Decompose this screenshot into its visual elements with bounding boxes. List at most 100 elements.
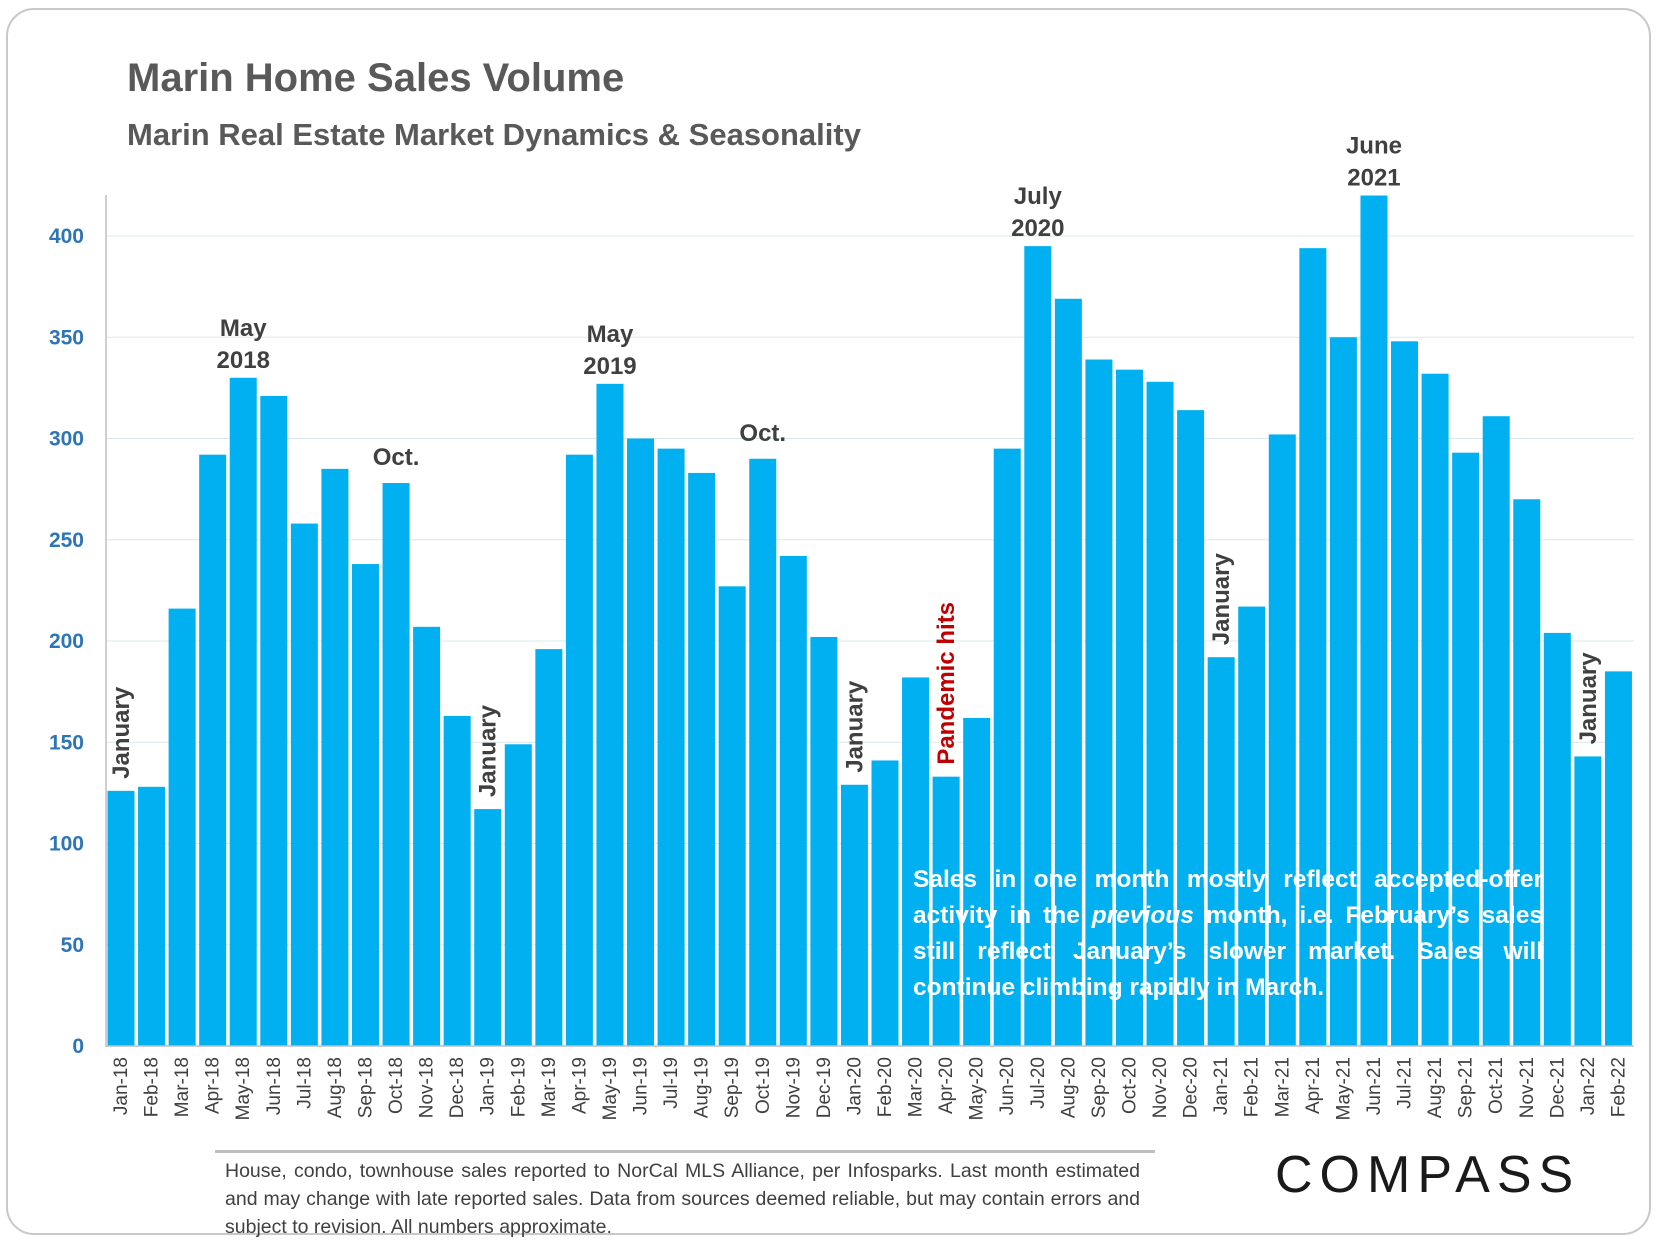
footer-disclaimer: House, condo, townhouse sales reported t… (225, 1160, 1140, 1238)
x-tick-label: Sep-18 (355, 1057, 376, 1118)
x-tick-label: Sep-19 (722, 1057, 743, 1118)
x-tick-label: Nov-20 (1150, 1057, 1171, 1118)
bar (443, 715, 471, 1046)
annotation-label: January (1208, 552, 1235, 645)
bar (1391, 341, 1419, 1046)
note-callout: Sales in one month mostly reflect accept… (913, 862, 1543, 1006)
x-tick-label: Aug-21 (1425, 1057, 1446, 1118)
bar (1482, 416, 1510, 1047)
y-tick-label: 200 (49, 630, 84, 653)
bar (1513, 499, 1541, 1046)
bar (657, 448, 685, 1046)
note-text-part2: month, i.e. February’s sales still refle… (913, 902, 1543, 1001)
x-tick-label: May-20 (967, 1057, 988, 1120)
bar (1054, 298, 1082, 1046)
x-tick-label: Nov-21 (1517, 1057, 1538, 1118)
bar (1574, 756, 1602, 1046)
bar (168, 608, 196, 1046)
bar (1329, 337, 1357, 1046)
x-tick-label: Jun-19 (631, 1057, 652, 1115)
bar (1146, 381, 1174, 1046)
bar (199, 454, 227, 1046)
x-tick-label: Jan-22 (1578, 1057, 1599, 1115)
bars (107, 195, 1632, 1047)
x-tick-label: Apr-21 (1303, 1057, 1324, 1114)
x-tick-label: Jun-20 (997, 1057, 1018, 1115)
y-axis-ticks: 0 50 100 150 200 250 300 350 400 (49, 225, 84, 1058)
annotation-label: 2020 (1011, 215, 1064, 242)
x-tick-label: Mar-19 (539, 1057, 560, 1117)
bar (840, 784, 868, 1046)
chart-subtitle: Marin Real Estate Market Dynamics & Seas… (127, 117, 861, 152)
annotation-label: January (108, 686, 135, 779)
bar (596, 383, 624, 1046)
x-tick-label: Feb-22 (1608, 1057, 1629, 1117)
x-tick-label: Jul-19 (661, 1057, 682, 1109)
x-tick-label: Aug-19 (692, 1057, 713, 1118)
x-tick-label: Mar-20 (906, 1057, 927, 1117)
bar (565, 454, 593, 1046)
x-tick-label: Feb-20 (875, 1057, 896, 1117)
x-tick-label: Oct-18 (386, 1057, 407, 1114)
y-tick-label: 50 (61, 934, 84, 957)
x-tick-label: Jun-21 (1364, 1057, 1385, 1115)
x-tick-label: Dec-18 (447, 1057, 468, 1118)
annotation-label: July (1014, 183, 1063, 210)
x-tick-label: Jan-20 (844, 1057, 865, 1115)
bar (1024, 246, 1052, 1046)
bar (504, 744, 532, 1046)
y-tick-label: 300 (49, 428, 84, 451)
x-tick-label: Oct-19 (753, 1057, 774, 1114)
bar (1115, 369, 1143, 1046)
x-tick-label: Dec-19 (814, 1057, 835, 1118)
annotations: January May 2018 Oct. January May 2019 Oct. Janu… (108, 133, 1602, 798)
bar (1604, 671, 1632, 1046)
note-text-part1: Sales in one month mostly reflect accept… (913, 866, 1543, 929)
bar (1452, 452, 1480, 1046)
bar (993, 448, 1021, 1046)
y-tick-label: 0 (72, 1035, 84, 1058)
bar (351, 564, 379, 1046)
annotation-label: 2018 (217, 347, 270, 374)
bar (1421, 373, 1449, 1046)
x-tick-label: Aug-18 (325, 1057, 346, 1118)
bar (321, 468, 349, 1046)
bar (260, 395, 288, 1047)
x-tick-label: Nov-18 (417, 1057, 438, 1118)
annotation-label: Oct. (373, 444, 420, 471)
chart-title: Marin Home Sales Volume (127, 56, 625, 100)
x-tick-label: Feb-21 (1242, 1057, 1263, 1117)
bar (1177, 410, 1205, 1046)
bar (413, 626, 441, 1046)
bar (963, 717, 991, 1046)
bar (1238, 606, 1266, 1046)
x-tick-label: Aug-20 (1058, 1057, 1079, 1118)
bar (932, 776, 960, 1046)
bar (1360, 195, 1388, 1046)
bar (779, 555, 807, 1046)
bar (382, 483, 410, 1046)
x-tick-label: Mar-21 (1272, 1057, 1293, 1117)
annotation-label: January (475, 704, 502, 797)
y-tick-label: 100 (49, 833, 84, 856)
bar (290, 523, 318, 1046)
y-tick-label: 350 (49, 326, 84, 349)
x-tick-label: Oct-20 (1119, 1057, 1140, 1114)
x-tick-label: Apr-19 (569, 1057, 590, 1114)
bar (871, 760, 899, 1046)
annotation-label: January (841, 680, 868, 773)
annotation-label: June (1346, 133, 1402, 160)
bar (810, 636, 838, 1046)
x-tick-label: Feb-19 (508, 1057, 529, 1117)
x-tick-label: Apr-18 (203, 1057, 224, 1114)
compass-logo: COMPASS (1275, 1146, 1581, 1204)
bar (688, 472, 716, 1046)
x-tick-label: Jan-18 (111, 1057, 132, 1115)
bar (627, 438, 655, 1046)
y-tick-label: 400 (49, 225, 84, 248)
x-tick-label: Nov-19 (783, 1057, 804, 1118)
bar (229, 377, 257, 1046)
x-tick-label: Sep-20 (1089, 1057, 1110, 1118)
bar (474, 809, 502, 1046)
annotation-label: January (1575, 652, 1602, 745)
